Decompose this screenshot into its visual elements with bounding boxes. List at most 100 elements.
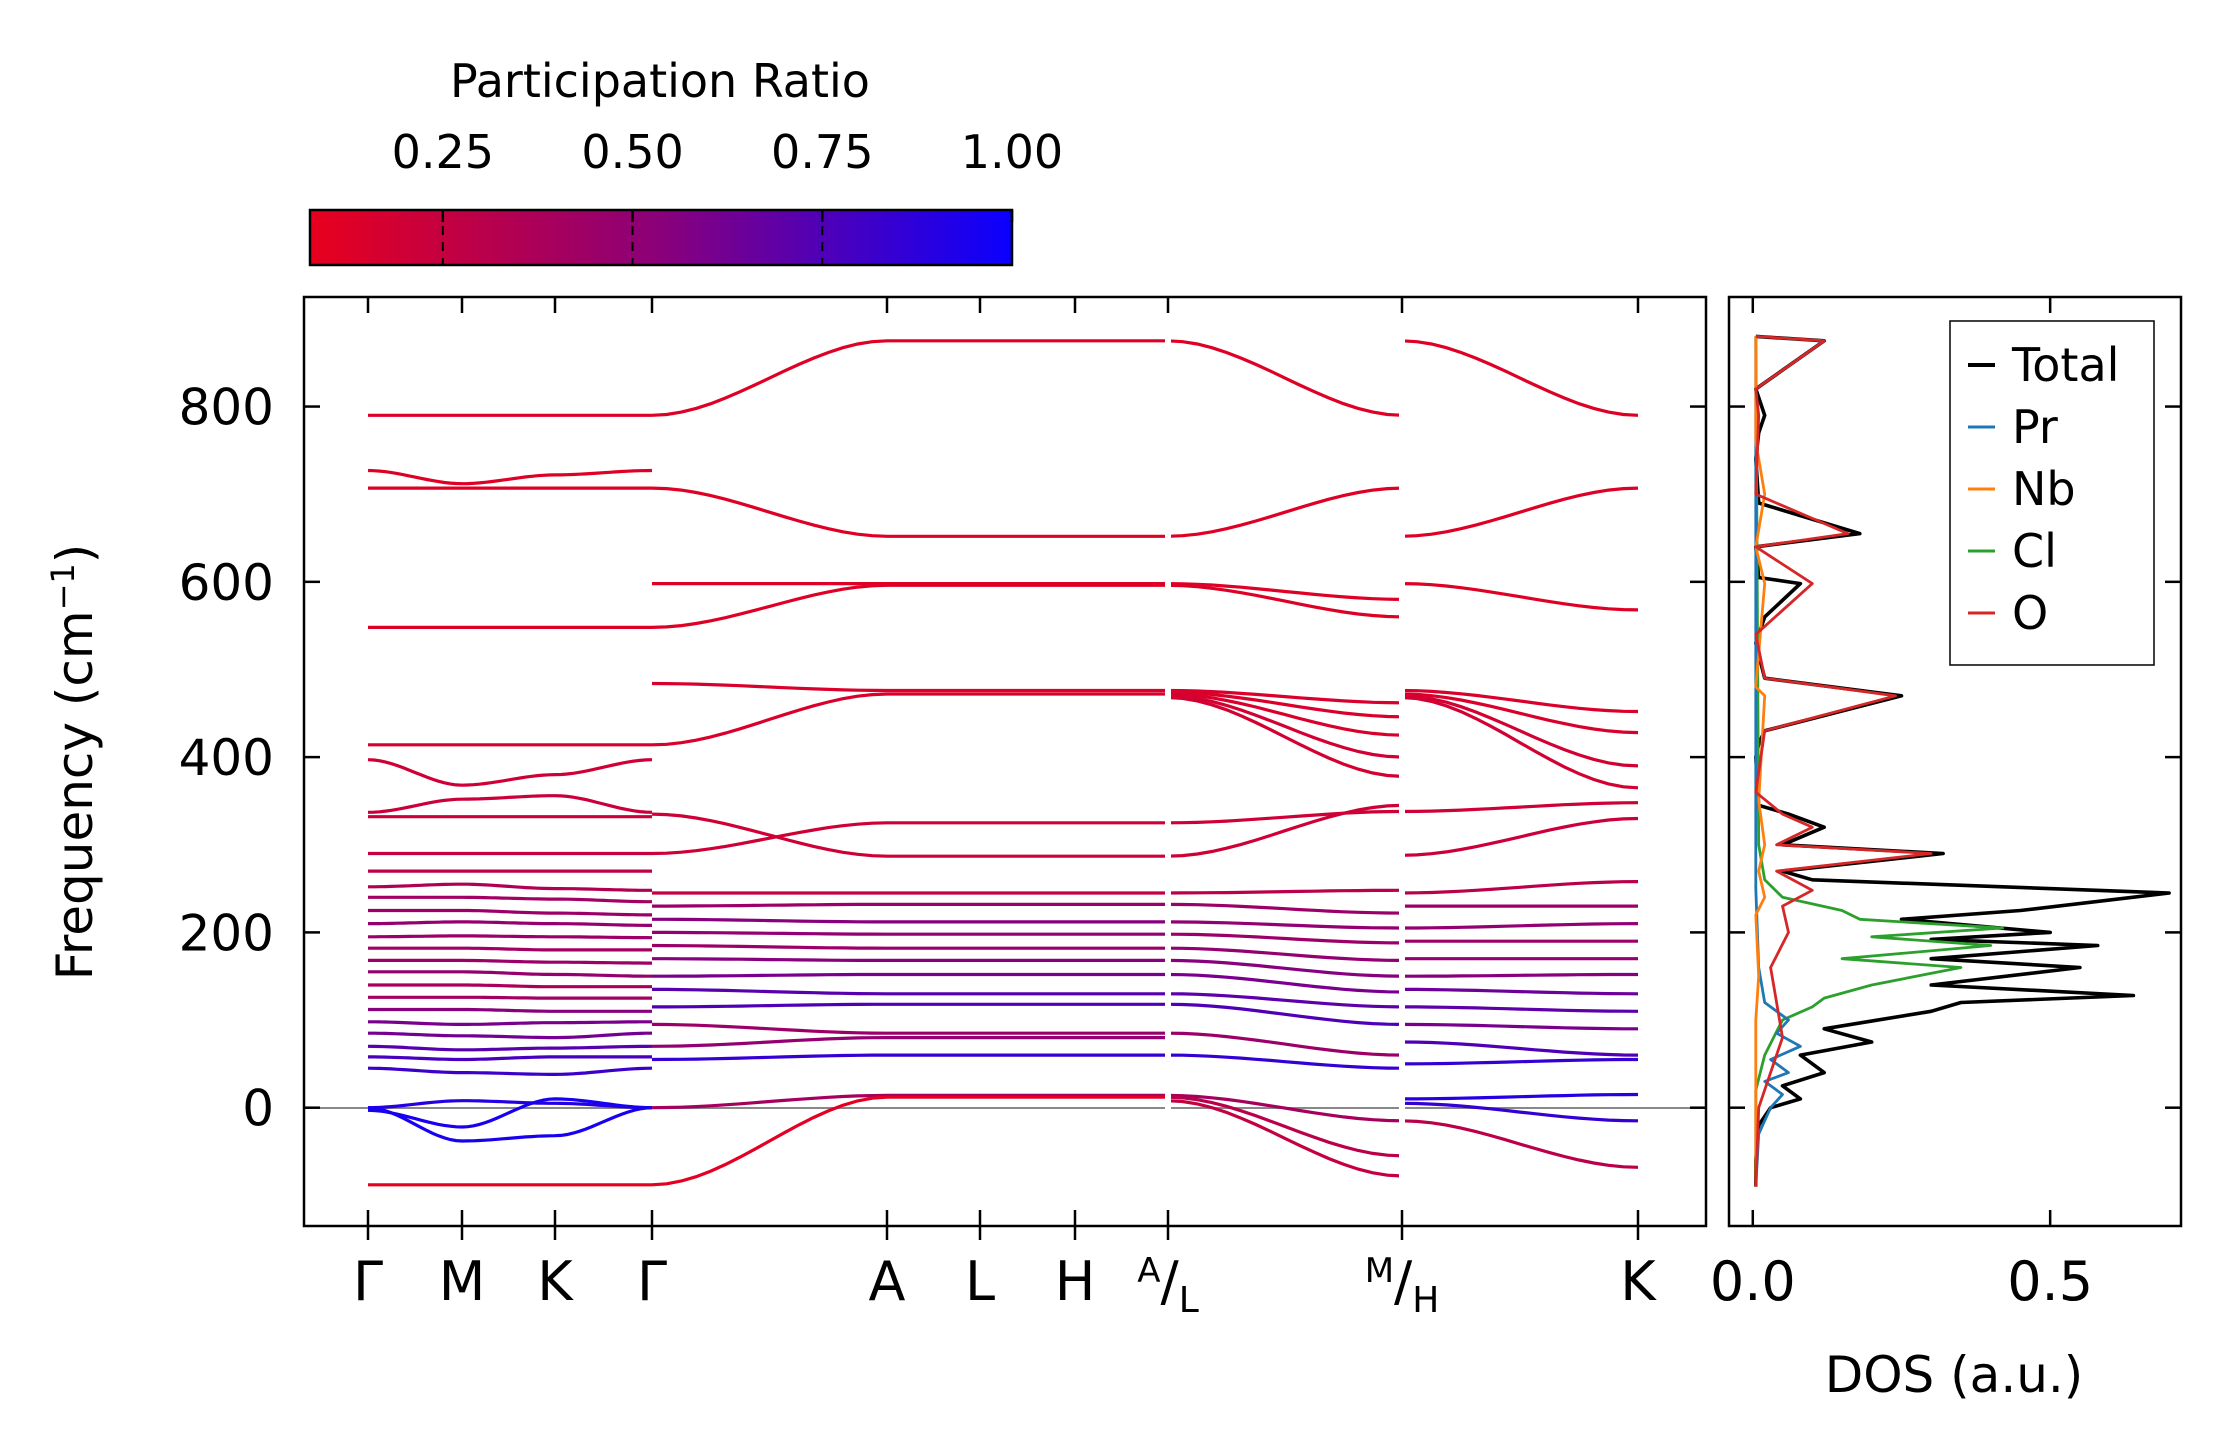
- band-line: [368, 895, 652, 904]
- dos-x-tick-label: 0.5: [2007, 1250, 2093, 1313]
- dos-axes-frame: [1727, 295, 2183, 1228]
- band-line: [1401, 1101, 1639, 1123]
- band-line: [1401, 1057, 1638, 1066]
- colorbar-tick-label: 0.50: [581, 125, 683, 179]
- band-line: [1401, 880, 1639, 895]
- band-line: [651, 681, 1168, 693]
- band-line: [651, 821, 1168, 856]
- band-line: [652, 957, 1168, 962]
- band-line: [1167, 992, 1403, 1009]
- band-line: [1167, 809, 1403, 825]
- y-tick-label: 400: [179, 729, 274, 787]
- dos-x-tick-label: 0.0: [1710, 1250, 1796, 1313]
- band-line: [1167, 1002, 1403, 1026]
- band-line: [368, 1031, 652, 1040]
- band-line: [1167, 1053, 1403, 1070]
- band-line: [1167, 1099, 1403, 1178]
- band-line: [367, 758, 653, 787]
- band-line: [652, 987, 1168, 996]
- x-label-a: A: [869, 1250, 906, 1313]
- colorbar-title: Participation Ratio: [450, 54, 870, 108]
- band-y-ticks: 0 200 400 600 800: [179, 379, 1706, 1138]
- band-line: [651, 339, 1168, 417]
- band-x-ticks: [366, 297, 1640, 1240]
- x-label-k: K: [537, 1250, 574, 1313]
- band-line: [367, 1066, 653, 1076]
- dos-legend: Total Pr Nb Cl O: [1949, 320, 2155, 666]
- band-line: [367, 468, 653, 486]
- band-line: [1167, 339, 1403, 417]
- band-line: [368, 995, 652, 1000]
- band-line: [368, 908, 652, 917]
- band-line: [367, 1044, 653, 1052]
- band-line: [1167, 932, 1403, 945]
- band-line: [651, 1036, 1168, 1048]
- legend-frame: [1949, 320, 2155, 666]
- band-line: [651, 692, 1168, 747]
- band-line: [367, 794, 653, 814]
- dos-y-ticks: [1729, 405, 2181, 1109]
- band-line: [1167, 958, 1403, 978]
- band-line: [651, 943, 1168, 950]
- x-label-l: L: [965, 1250, 995, 1313]
- band-line: [652, 917, 1168, 924]
- y-tick-label: 800: [179, 379, 274, 437]
- colorbar-tick-label: 0.75: [771, 125, 873, 179]
- x-label-a-over-l: A/L: [1137, 1250, 1199, 1321]
- dos-lines: [1754, 334, 2171, 1187]
- band-line: [368, 983, 652, 989]
- band-line: [1167, 694, 1403, 759]
- dos-panel: 0.0 0.5 DOS (a.u.) Total Pr Nb Cl O: [1710, 295, 2183, 1404]
- legend-label-o: O: [2012, 586, 2048, 640]
- band-line: [1167, 1095, 1403, 1158]
- band-line: [368, 882, 652, 892]
- band-line: [652, 902, 1168, 908]
- band-line: [651, 583, 1168, 629]
- x-label-gamma-1: Γ: [353, 1250, 383, 1313]
- colorbar-gradient: [308, 208, 1014, 267]
- x-label-k-end: K: [1620, 1250, 1657, 1313]
- dos-x-axis-label: DOS (a.u.): [1825, 1346, 2084, 1404]
- band-line: [368, 946, 652, 952]
- band-line: [368, 1055, 652, 1062]
- colorbar-tick-label: 1.00: [961, 125, 1063, 179]
- band-line: [652, 930, 1168, 936]
- x-label-h: H: [1055, 1250, 1096, 1313]
- band-line: [1401, 801, 1639, 814]
- band-line: [1167, 803, 1403, 858]
- band-line: [1167, 888, 1403, 895]
- band-axes-frame: [302, 295, 1708, 1228]
- band-line: [1402, 972, 1638, 978]
- band-line: [1401, 694, 1639, 768]
- y-axis-label: Frequency (cm−1): [44, 544, 104, 981]
- band-line: [368, 920, 652, 927]
- band-line: [1402, 922, 1639, 930]
- legend-label-cl: Cl: [2012, 524, 2057, 578]
- band-line: [368, 958, 652, 965]
- x-label-m: M: [439, 1250, 486, 1313]
- band-line: [1167, 972, 1403, 994]
- band-line: [367, 1099, 653, 1110]
- band-line: [367, 1097, 653, 1129]
- band-line: [1167, 902, 1403, 915]
- x-label-gamma-2: Γ: [637, 1250, 667, 1313]
- y-tick-label: 200: [179, 904, 274, 962]
- band-line: [1167, 486, 1403, 538]
- band-line: [1401, 1119, 1639, 1169]
- band-line: [368, 1020, 652, 1026]
- band-line: [1167, 695, 1403, 778]
- band-line: [652, 1002, 1168, 1009]
- band-line: [1402, 1092, 1639, 1101]
- legend-label-pr: Pr: [2012, 400, 2058, 454]
- band-line: [1167, 583, 1403, 619]
- band-line: [651, 486, 1168, 538]
- band-line: [1401, 692, 1639, 735]
- dos-series-o: [1754, 335, 1933, 1187]
- band-line: [651, 1095, 1168, 1187]
- band-line: [1401, 1022, 1638, 1031]
- band-line: [1167, 1031, 1403, 1057]
- band-line: [1167, 946, 1403, 962]
- dos-series-nb: [1754, 336, 1767, 1187]
- band-line: [1167, 692, 1403, 737]
